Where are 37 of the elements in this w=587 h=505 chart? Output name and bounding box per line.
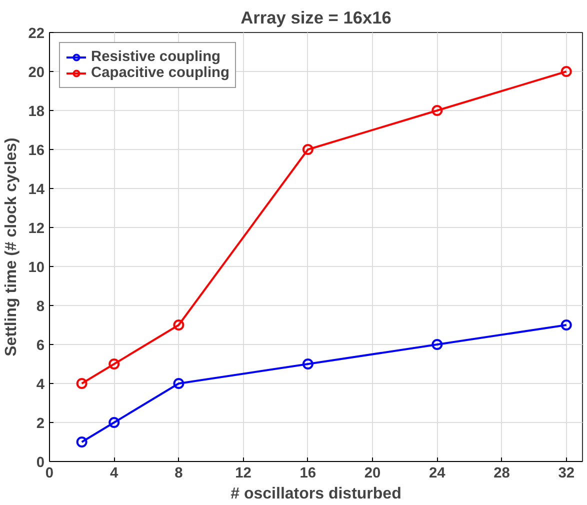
point xyxy=(76,378,88,389)
x-tick-label: 8 xyxy=(174,466,183,482)
x-tick-label: 4 xyxy=(110,466,120,482)
y-tick-label: 16 xyxy=(28,143,45,159)
y-tick-label: 10 xyxy=(28,260,45,276)
y-tick-label: 8 xyxy=(36,299,45,315)
x-tick-label: 24 xyxy=(428,466,446,482)
x-tick-label: 28 xyxy=(494,466,510,482)
point xyxy=(560,66,572,77)
x-tick-label: 16 xyxy=(300,466,316,482)
y-tick-label: 14 xyxy=(28,182,46,198)
y-tick-label: 4 xyxy=(36,377,46,393)
point xyxy=(108,417,120,428)
point xyxy=(173,320,184,330)
x-axis-title: # oscillators disturbed xyxy=(230,486,402,502)
point xyxy=(432,339,443,350)
point xyxy=(173,378,184,389)
point xyxy=(432,105,443,116)
legend-label: Resistive coupling xyxy=(91,49,220,65)
y-tick-label: 2 xyxy=(36,416,45,432)
x-tick-label: 32 xyxy=(558,466,575,482)
y-tick-label: 20 xyxy=(28,65,45,81)
y-tick-label: 0 xyxy=(36,455,45,471)
y-tick-label: 6 xyxy=(36,338,45,354)
point xyxy=(302,358,314,370)
y-axis-title: Settling time (# clock cycles) xyxy=(3,138,20,356)
point xyxy=(302,144,314,155)
x-tick-label: 20 xyxy=(364,466,381,482)
y-tick-label: 22 xyxy=(28,26,45,42)
point xyxy=(560,320,572,330)
y-tick-label: 12 xyxy=(28,221,45,237)
y-tick-label: 18 xyxy=(28,104,45,120)
point xyxy=(108,358,120,370)
legend-label: Capacitive coupling xyxy=(91,65,230,81)
point xyxy=(76,436,88,448)
x-tick-label: 12 xyxy=(235,466,252,482)
chart-title: Array size = 16x16 xyxy=(240,8,392,28)
